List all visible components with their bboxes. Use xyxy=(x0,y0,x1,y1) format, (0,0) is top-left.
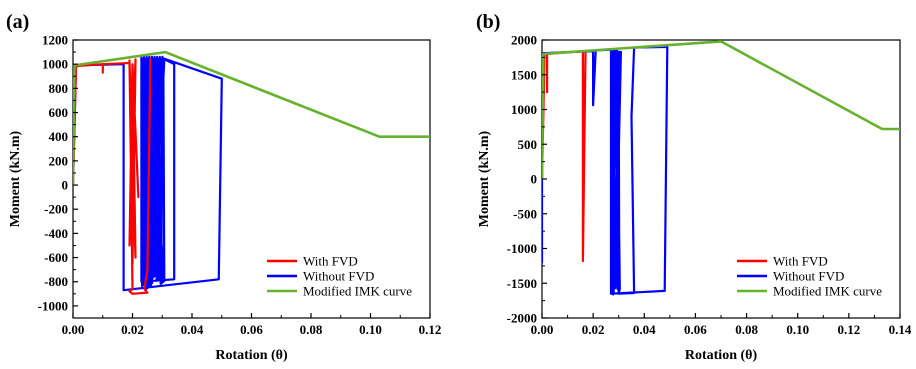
x-tick-label: 0.04 xyxy=(181,322,204,337)
plot-frame xyxy=(72,39,431,319)
y-tick-label: 1500 xyxy=(511,67,537,82)
series-layer xyxy=(73,50,430,295)
panel-label: (a) xyxy=(6,11,29,33)
y-axis-label: Moment (kN.m) xyxy=(477,130,492,227)
x-tick-label: 0.12 xyxy=(837,322,860,337)
chart-b: (b) 0.00 0.02 0.04 0.06 0.08 0.10 0.12 0.14 -2000… xyxy=(476,11,912,363)
legend-label-with-fvd: With FVD xyxy=(773,254,828,269)
legend-label-without-fvd: Without FVD xyxy=(773,269,844,284)
y-tick-label: -1500 xyxy=(507,276,537,291)
y-tick-label: 1200 xyxy=(42,33,68,48)
y-tick-label: 600 xyxy=(49,105,69,120)
legend-label-modified-imk-curve: Modified IMK curve xyxy=(303,284,412,299)
y-tick-label: 800 xyxy=(49,81,69,96)
x-tick-label: 0.02 xyxy=(121,322,144,337)
x-tick-label: 0.02 xyxy=(582,322,605,337)
y-tick-label: 400 xyxy=(49,129,69,144)
chart-a: (a) 0.00 0.02 0.04 0.06 0.08 0.10 0.12 -1000 -800… xyxy=(6,11,441,363)
x-tick-label: 0.08 xyxy=(300,322,323,337)
y-axis-label: Moment (kN.m) xyxy=(8,130,23,227)
series-line-with-fvd xyxy=(73,58,152,295)
y-tick-label: -600 xyxy=(44,250,68,265)
y-tick-label: -400 xyxy=(44,226,68,241)
y-tick-label: -800 xyxy=(44,274,68,289)
legend-label-without-fvd: Without FVD xyxy=(303,269,374,284)
x-axis-label: Rotation (θ) xyxy=(215,348,288,363)
series-line-modified-imk-curve xyxy=(73,50,430,186)
x-tick-label: 0.10 xyxy=(786,322,809,337)
x-axis-label: Rotation (θ) xyxy=(685,348,758,363)
x-tick-label: 0.06 xyxy=(240,322,263,337)
x-tick-label: 0.00 xyxy=(531,322,554,337)
x-tick-label: 0.14 xyxy=(889,322,912,337)
y-tick-label: 1000 xyxy=(511,102,537,117)
y-tick-label: 1000 xyxy=(42,57,68,72)
series-line-with-fvd xyxy=(542,50,587,263)
series-line-without-fvd xyxy=(542,45,669,296)
series-line-modified-imk-curve xyxy=(542,40,900,180)
y-tick-label: 500 xyxy=(518,137,538,152)
x-tick-label: 0.00 xyxy=(62,322,85,337)
legend-label-modified-imk-curve: Modified IMK curve xyxy=(773,284,882,299)
y-tick-label: 2000 xyxy=(511,33,537,48)
y-tick-label: -1000 xyxy=(38,298,68,313)
series-line-without-fvd xyxy=(73,55,223,292)
plot-frame xyxy=(541,39,901,319)
panel-label: (b) xyxy=(476,11,500,33)
x-tick-label: 0.10 xyxy=(359,322,382,337)
y-tick-label: -500 xyxy=(513,206,537,221)
x-tick-label: 0.08 xyxy=(735,322,758,337)
legend-label-with-fvd: With FVD xyxy=(303,254,358,269)
x-tick-label: 0.12 xyxy=(419,322,442,337)
y-tick-label: -200 xyxy=(44,202,68,217)
y-tick-label: 0 xyxy=(62,178,69,193)
x-tick-label: 0.04 xyxy=(633,322,656,337)
y-tick-label: 0 xyxy=(531,172,538,187)
x-tick-label: 0.06 xyxy=(684,322,707,337)
y-tick-label: 200 xyxy=(49,153,69,168)
y-tick-label: -2000 xyxy=(507,311,537,326)
series-layer xyxy=(542,40,900,296)
y-tick-label: -1000 xyxy=(507,241,537,256)
